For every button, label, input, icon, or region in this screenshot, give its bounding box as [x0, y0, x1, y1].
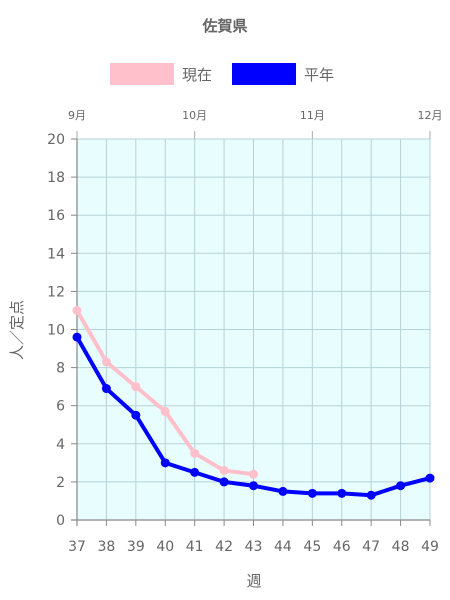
data-point: [190, 467, 200, 477]
month-label: 11月: [300, 109, 325, 122]
x-tick-label: 40: [156, 539, 174, 555]
data-point: [278, 486, 288, 496]
legend: 現在 平年: [110, 63, 334, 85]
data-point: [101, 384, 111, 394]
x-axis-title: 週: [246, 572, 261, 590]
data-point: [307, 488, 317, 498]
data-point: [249, 469, 258, 479]
month-label: 10月: [182, 109, 207, 122]
month-label: 12月: [418, 109, 443, 122]
data-point: [160, 406, 170, 416]
x-tick-label: 48: [392, 539, 410, 555]
data-point: [190, 448, 200, 458]
y-tick-label: 16: [47, 208, 65, 224]
x-tick-label: 37: [68, 539, 86, 555]
data-point: [425, 473, 435, 483]
x-tick-label: 42: [215, 539, 233, 555]
y-tick-label: 12: [47, 284, 65, 300]
data-point: [72, 305, 82, 315]
series-2: [72, 332, 435, 500]
series-1: [72, 305, 258, 479]
y-tick-label: 18: [47, 170, 65, 186]
legend-swatch: [232, 63, 296, 85]
data-point: [366, 490, 376, 500]
data-point: [131, 382, 141, 392]
data-point: [396, 481, 406, 491]
x-tick-label: 44: [274, 539, 292, 555]
y-tick-label: 10: [47, 323, 65, 339]
y-tick-label: 4: [56, 437, 65, 453]
data-point: [219, 477, 229, 487]
x-tick-label: 43: [245, 539, 263, 555]
x-tick-label: 39: [127, 539, 145, 555]
month-axis: 9月 10月 11月 12月: [68, 109, 443, 139]
y-tick-label: 0: [56, 513, 65, 529]
legend-label: 平年: [304, 66, 334, 84]
legend-swatch: [110, 63, 174, 85]
x-axis: 37 38 39 40 41 42 43 44 45 46 47 48 49: [68, 519, 439, 555]
chart-title: 佐賀県: [201, 17, 247, 35]
x-tick-label: 45: [303, 539, 321, 555]
month-label: 9月: [68, 109, 86, 122]
y-axis: 0 2 4 6 8 10 12 14 16 18 20: [47, 132, 78, 529]
x-tick-label: 46: [333, 539, 351, 555]
data-point: [72, 332, 82, 342]
x-tick-label: 38: [98, 539, 116, 555]
x-tick-label: 41: [186, 539, 204, 555]
data-point: [337, 488, 347, 498]
y-tick-label: 20: [47, 132, 65, 148]
legend-label: 現在: [182, 66, 212, 84]
grid: [76, 138, 431, 521]
y-tick-label: 2: [56, 475, 65, 491]
y-tick-label: 8: [56, 361, 65, 377]
data-point: [131, 410, 141, 420]
series-layer: [72, 305, 435, 500]
data-point: [160, 458, 170, 468]
x-tick-label: 47: [362, 539, 380, 555]
y-axis-title: 人／定点: [8, 300, 26, 360]
data-point: [249, 481, 258, 491]
y-tick-label: 14: [47, 246, 65, 262]
legend-item: 現在: [110, 63, 212, 85]
data-point: [219, 465, 229, 475]
x-tick-label: 49: [421, 539, 439, 555]
data-point: [101, 357, 111, 367]
legend-item: 平年: [232, 63, 334, 85]
y-tick-label: 6: [56, 399, 65, 415]
